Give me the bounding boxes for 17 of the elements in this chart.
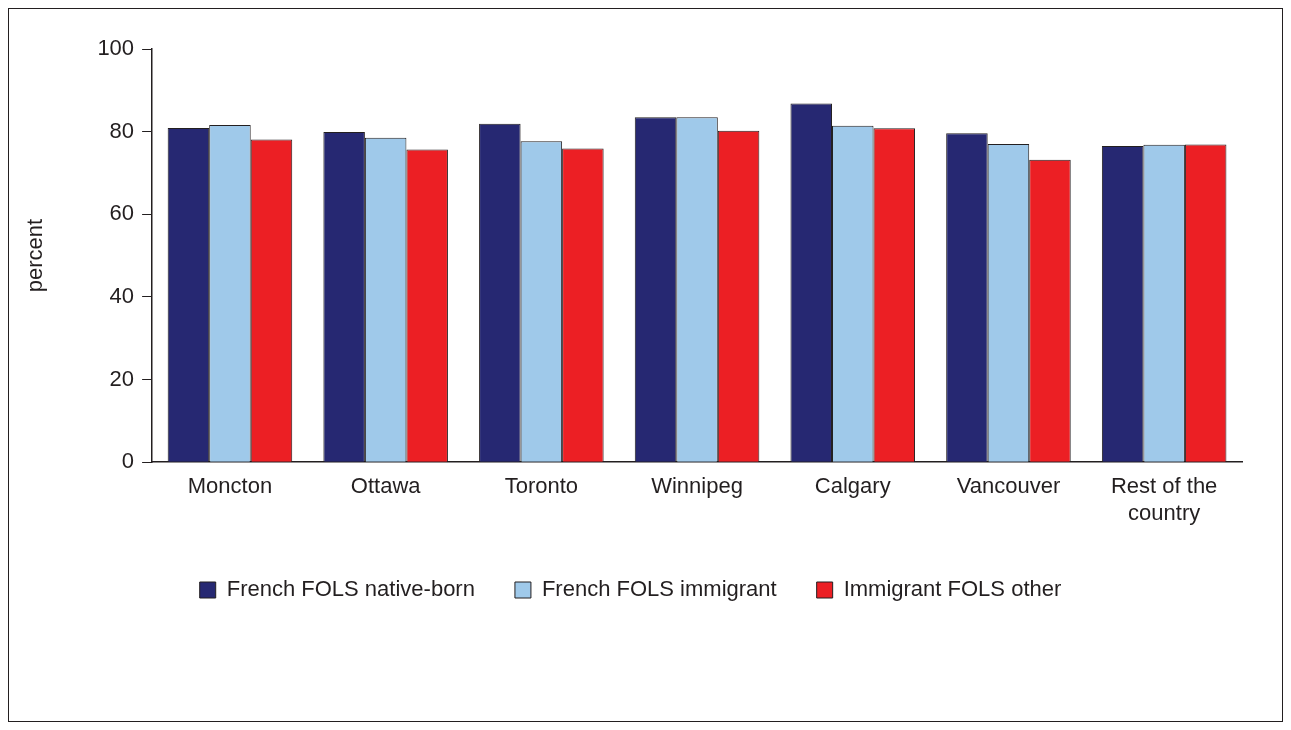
x-tick-label: Calgary bbox=[814, 473, 891, 499]
legend-label: French FOLS immigrant bbox=[541, 576, 777, 602]
x-tick-label: Toronto bbox=[504, 473, 579, 499]
legend-label: French FOLS native-born bbox=[226, 576, 475, 602]
y-axis-title: percent bbox=[22, 218, 48, 293]
x-tick-label: Winnipeg bbox=[651, 473, 743, 499]
y-tick-label: 40 bbox=[109, 282, 135, 308]
x-tick-label: Vancouver bbox=[956, 473, 1061, 499]
y-tick-label: 80 bbox=[109, 117, 135, 143]
x-tick-label: Ottawa bbox=[350, 473, 422, 499]
legend-label: Immigrant FOLS other bbox=[843, 576, 1062, 602]
y-tick-label: 0 bbox=[121, 448, 135, 474]
y-tick-label: 20 bbox=[109, 365, 135, 391]
y-tick-label: 100 bbox=[97, 35, 135, 61]
y-tick-label: 60 bbox=[109, 200, 135, 226]
x-tick-label: Rest of the country bbox=[1110, 473, 1218, 525]
x-tick-label: Moncton bbox=[187, 473, 273, 499]
